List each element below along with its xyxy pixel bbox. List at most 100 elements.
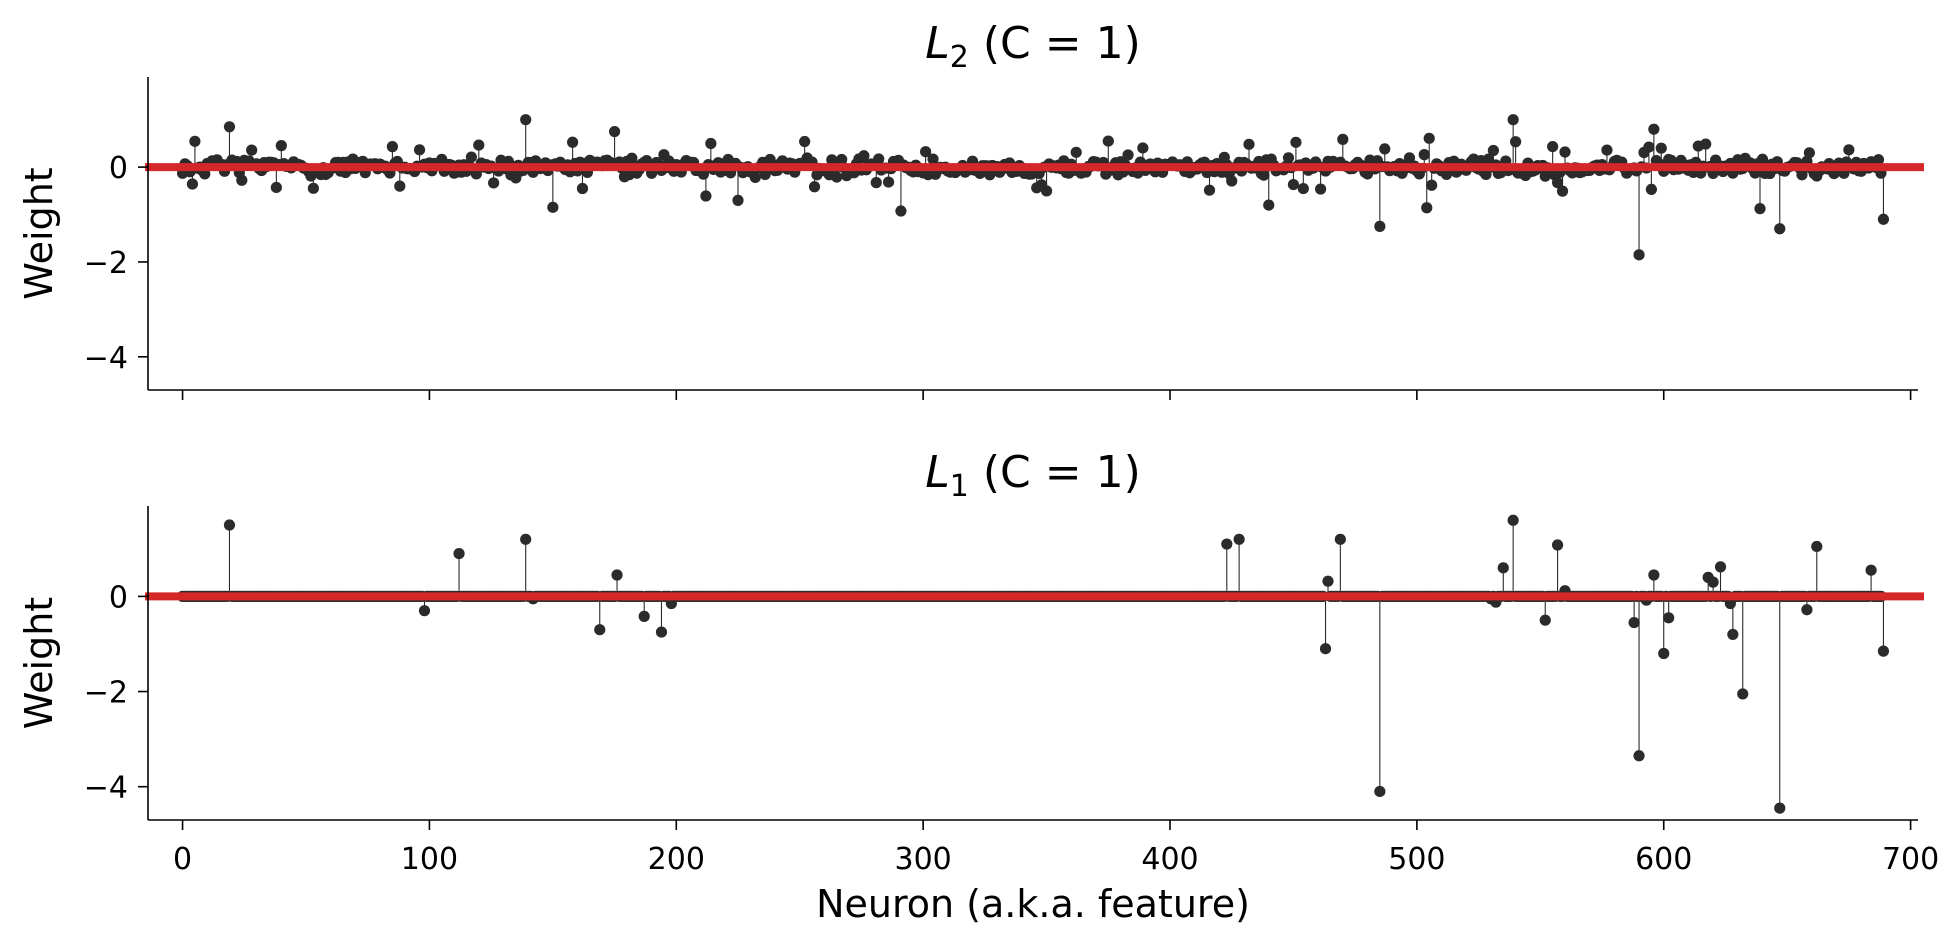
weight-point [1872, 154, 1885, 166]
x-tick-label: 100 [401, 842, 458, 877]
weight-point [576, 182, 589, 195]
weight-point [520, 533, 532, 545]
weight-point [1877, 213, 1890, 225]
weight-point [1727, 628, 1739, 641]
weight-point [547, 201, 559, 213]
x-tick-label: 700 [1882, 842, 1939, 877]
weight-point [567, 136, 579, 148]
weight-point [1102, 135, 1114, 147]
weight-point [799, 135, 811, 148]
weight-point [927, 153, 939, 165]
weight-point [223, 121, 236, 133]
weight-point [488, 177, 500, 189]
weight-point [1319, 643, 1332, 655]
weight-point [1754, 203, 1766, 215]
weight-point [1801, 604, 1813, 616]
weight-point [1877, 645, 1890, 657]
weight-point [394, 180, 406, 192]
weight-point [984, 169, 996, 181]
weight-point [473, 139, 485, 151]
weight-point [1510, 136, 1522, 148]
weight-point [1556, 185, 1569, 197]
weight-point [1374, 785, 1386, 798]
weight-point [1843, 144, 1855, 156]
weight-point [520, 114, 532, 126]
weight-point [1714, 561, 1727, 573]
title-subscript: 1 [950, 469, 969, 504]
title-text: (C = 1) [969, 18, 1141, 69]
weight-point [236, 174, 248, 186]
title-text: (C = 1) [969, 447, 1141, 498]
weight-point [186, 178, 199, 190]
weight-point [1539, 614, 1551, 626]
weight-point [1226, 175, 1238, 187]
weight-point [1221, 538, 1233, 550]
weight-point [1633, 750, 1645, 762]
weight-point [453, 547, 465, 560]
weight-point [638, 610, 650, 622]
weight-point [1658, 647, 1670, 660]
weight-point [749, 171, 761, 184]
weight-point [1811, 540, 1823, 553]
weight-point [700, 190, 712, 202]
weight-point [1643, 141, 1655, 153]
weight-point [655, 626, 668, 638]
weight-point [858, 150, 870, 162]
weight-point [1040, 185, 1053, 197]
weight-point [705, 137, 717, 150]
weight-point [1737, 688, 1749, 700]
weight-point [1559, 146, 1571, 158]
weight-point [246, 144, 258, 156]
weight-point [413, 144, 426, 156]
weight-point [1426, 179, 1438, 191]
weight-point [1314, 183, 1327, 195]
x-tick-label: 400 [1141, 842, 1198, 877]
weight-point [1774, 223, 1786, 235]
weight-point [1551, 177, 1564, 189]
weight-point [1403, 152, 1416, 164]
weight-point [1287, 178, 1300, 191]
weight-point [386, 141, 398, 153]
weight-point [418, 605, 431, 617]
weight-point [732, 194, 744, 206]
weight-point [223, 519, 236, 531]
title-symbol: L [925, 447, 950, 498]
weight-point [1334, 533, 1346, 545]
weight-point [1290, 136, 1302, 148]
x-tick-label: 300 [895, 842, 952, 877]
weight-point [1243, 138, 1255, 150]
title-subscript: 2 [950, 40, 969, 75]
title-symbol: L [925, 18, 950, 69]
weight-point [697, 168, 710, 180]
weight-point [1258, 169, 1270, 181]
weight-point [1297, 182, 1309, 195]
weight-point [1645, 183, 1657, 196]
weight-point [920, 146, 932, 158]
weight-point [895, 205, 907, 217]
weight-point [1337, 133, 1349, 145]
weight-point [270, 181, 282, 194]
weight-point [1379, 143, 1391, 155]
l1-weights-panel: 0 100 200 300 400 500 600 700 0 −2 −4 Weight L1 (C =… [17, 447, 1939, 926]
weight-point [465, 151, 477, 163]
weight-point [882, 176, 895, 188]
weight-point [870, 177, 882, 189]
weight-point [1421, 202, 1433, 214]
y-tick-label: −4 [84, 341, 128, 376]
weight-point [307, 182, 319, 194]
weight-point [608, 125, 621, 138]
weight-point [1648, 123, 1660, 135]
weight-point [1507, 514, 1519, 526]
y-tick-label: −2 [84, 676, 128, 711]
panel-title: L2 (C = 1) [925, 18, 1140, 75]
x-axis-label: Neuron (a.k.a. feature) [816, 882, 1250, 926]
weight-point [1507, 114, 1519, 126]
weight-point [1663, 612, 1675, 624]
weight-point [611, 569, 623, 581]
y-axis-label: Weight [17, 167, 61, 299]
weight-point [1233, 533, 1245, 545]
x-tick-label: 600 [1635, 842, 1692, 877]
weight-point [1774, 802, 1786, 814]
weight-point [1282, 152, 1295, 164]
